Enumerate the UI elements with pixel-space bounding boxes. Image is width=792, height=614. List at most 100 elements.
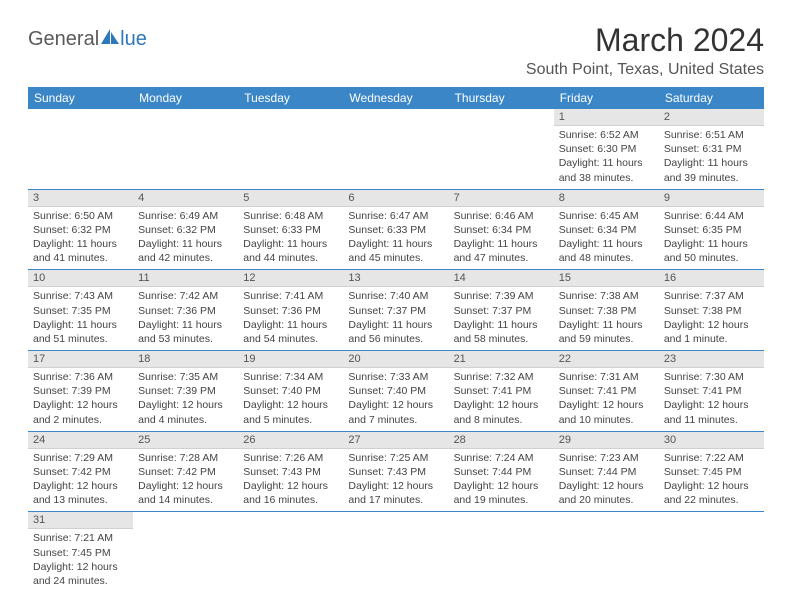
empty-cell [449, 512, 554, 592]
sunset: Sunset: 7:35 PM [33, 304, 128, 318]
day-details: Sunrise: 7:40 AMSunset: 7:37 PMDaylight:… [343, 287, 448, 350]
daylight: Daylight: 11 hours and 53 minutes. [138, 318, 233, 346]
sunrise: Sunrise: 7:22 AM [664, 451, 759, 465]
day-cell: 2Sunrise: 6:51 AMSunset: 6:31 PMDaylight… [659, 109, 764, 189]
sunset: Sunset: 7:44 PM [454, 465, 549, 479]
header: General lue March 2024 South Point, Texa… [28, 22, 764, 79]
day-cell: 3Sunrise: 6:50 AMSunset: 6:32 PMDaylight… [28, 189, 133, 270]
daylight: Daylight: 11 hours and 41 minutes. [33, 237, 128, 265]
daylight: Daylight: 12 hours and 13 minutes. [33, 479, 128, 507]
sunrise: Sunrise: 7:33 AM [348, 370, 443, 384]
day-details: Sunrise: 7:43 AMSunset: 7:35 PMDaylight:… [28, 287, 133, 350]
day-number: 7 [449, 190, 554, 207]
weekday-col: Wednesday [343, 87, 448, 109]
daylight: Daylight: 11 hours and 39 minutes. [664, 156, 759, 184]
day-cell: 12Sunrise: 7:41 AMSunset: 7:36 PMDayligh… [238, 270, 343, 351]
sunset: Sunset: 7:38 PM [664, 304, 759, 318]
sunrise: Sunrise: 6:44 AM [664, 209, 759, 223]
empty-cell [343, 512, 448, 592]
day-cell: 13Sunrise: 7:40 AMSunset: 7:37 PMDayligh… [343, 270, 448, 351]
sunrise: Sunrise: 7:26 AM [243, 451, 338, 465]
day-cell: 25Sunrise: 7:28 AMSunset: 7:42 PMDayligh… [133, 431, 238, 512]
sunset: Sunset: 7:43 PM [348, 465, 443, 479]
logo-text-blue: lue [120, 28, 147, 51]
sunset: Sunset: 6:34 PM [559, 223, 654, 237]
day-number: 3 [28, 190, 133, 207]
sunrise: Sunrise: 7:25 AM [348, 451, 443, 465]
day-details: Sunrise: 7:24 AMSunset: 7:44 PMDaylight:… [449, 449, 554, 512]
daylight: Daylight: 12 hours and 17 minutes. [348, 479, 443, 507]
day-cell: 29Sunrise: 7:23 AMSunset: 7:44 PMDayligh… [554, 431, 659, 512]
daylight: Daylight: 12 hours and 11 minutes. [664, 398, 759, 426]
calendar-body: 1Sunrise: 6:52 AMSunset: 6:30 PMDaylight… [28, 109, 764, 592]
day-number: 23 [659, 351, 764, 368]
day-cell: 9Sunrise: 6:44 AMSunset: 6:35 PMDaylight… [659, 189, 764, 270]
calendar-page: General lue March 2024 South Point, Texa… [0, 0, 792, 614]
day-cell: 28Sunrise: 7:24 AMSunset: 7:44 PMDayligh… [449, 431, 554, 512]
sunrise: Sunrise: 7:34 AM [243, 370, 338, 384]
sunrise: Sunrise: 6:49 AM [138, 209, 233, 223]
daylight: Daylight: 12 hours and 4 minutes. [138, 398, 233, 426]
day-details: Sunrise: 7:33 AMSunset: 7:40 PMDaylight:… [343, 368, 448, 431]
day-details: Sunrise: 7:35 AMSunset: 7:39 PMDaylight:… [133, 368, 238, 431]
sunrise: Sunrise: 7:38 AM [559, 289, 654, 303]
day-details: Sunrise: 6:49 AMSunset: 6:32 PMDaylight:… [133, 207, 238, 270]
empty-cell [554, 512, 659, 592]
day-cell: 5Sunrise: 6:48 AMSunset: 6:33 PMDaylight… [238, 189, 343, 270]
day-details: Sunrise: 7:31 AMSunset: 7:41 PMDaylight:… [554, 368, 659, 431]
sunrise: Sunrise: 7:40 AM [348, 289, 443, 303]
daylight: Daylight: 11 hours and 54 minutes. [243, 318, 338, 346]
daylight: Daylight: 12 hours and 1 minute. [664, 318, 759, 346]
day-number: 29 [554, 432, 659, 449]
sunset: Sunset: 6:33 PM [243, 223, 338, 237]
day-number: 9 [659, 190, 764, 207]
day-number: 24 [28, 432, 133, 449]
weekday-col: Saturday [659, 87, 764, 109]
sunrise: Sunrise: 7:23 AM [559, 451, 654, 465]
day-cell: 11Sunrise: 7:42 AMSunset: 7:36 PMDayligh… [133, 270, 238, 351]
daylight: Daylight: 11 hours and 47 minutes. [454, 237, 549, 265]
sunset: Sunset: 7:41 PM [454, 384, 549, 398]
sunset: Sunset: 6:32 PM [33, 223, 128, 237]
sunrise: Sunrise: 7:21 AM [33, 531, 128, 545]
sunset: Sunset: 7:37 PM [454, 304, 549, 318]
sunset: Sunset: 7:36 PM [138, 304, 233, 318]
day-cell: 17Sunrise: 7:36 AMSunset: 7:39 PMDayligh… [28, 351, 133, 432]
day-cell: 30Sunrise: 7:22 AMSunset: 7:45 PMDayligh… [659, 431, 764, 512]
sunrise: Sunrise: 7:35 AM [138, 370, 233, 384]
day-details: Sunrise: 7:28 AMSunset: 7:42 PMDaylight:… [133, 449, 238, 512]
day-details: Sunrise: 6:44 AMSunset: 6:35 PMDaylight:… [659, 207, 764, 270]
calendar-row: 17Sunrise: 7:36 AMSunset: 7:39 PMDayligh… [28, 351, 764, 432]
month-title: March 2024 [526, 22, 764, 59]
weekday-col: Tuesday [238, 87, 343, 109]
daylight: Daylight: 11 hours and 59 minutes. [559, 318, 654, 346]
calendar-row: 24Sunrise: 7:29 AMSunset: 7:42 PMDayligh… [28, 431, 764, 512]
day-details: Sunrise: 6:47 AMSunset: 6:33 PMDaylight:… [343, 207, 448, 270]
day-cell: 1Sunrise: 6:52 AMSunset: 6:30 PMDaylight… [554, 109, 659, 189]
day-number: 31 [28, 512, 133, 529]
day-cell: 20Sunrise: 7:33 AMSunset: 7:40 PMDayligh… [343, 351, 448, 432]
day-number: 18 [133, 351, 238, 368]
day-details: Sunrise: 7:26 AMSunset: 7:43 PMDaylight:… [238, 449, 343, 512]
calendar-row: 10Sunrise: 7:43 AMSunset: 7:35 PMDayligh… [28, 270, 764, 351]
daylight: Daylight: 11 hours and 48 minutes. [559, 237, 654, 265]
day-number: 19 [238, 351, 343, 368]
daylight: Daylight: 12 hours and 24 minutes. [33, 560, 128, 588]
logo: General lue [28, 28, 147, 51]
calendar-table: Sunday Monday Tuesday Wednesday Thursday… [28, 87, 764, 592]
daylight: Daylight: 12 hours and 22 minutes. [664, 479, 759, 507]
day-cell: 14Sunrise: 7:39 AMSunset: 7:37 PMDayligh… [449, 270, 554, 351]
day-number: 16 [659, 270, 764, 287]
daylight: Daylight: 12 hours and 14 minutes. [138, 479, 233, 507]
sunset: Sunset: 6:31 PM [664, 142, 759, 156]
sunset: Sunset: 6:35 PM [664, 223, 759, 237]
day-details: Sunrise: 7:41 AMSunset: 7:36 PMDaylight:… [238, 287, 343, 350]
empty-cell [28, 109, 133, 189]
daylight: Daylight: 11 hours and 51 minutes. [33, 318, 128, 346]
day-cell: 21Sunrise: 7:32 AMSunset: 7:41 PMDayligh… [449, 351, 554, 432]
day-number: 10 [28, 270, 133, 287]
day-number: 1 [554, 109, 659, 126]
calendar-row: 3Sunrise: 6:50 AMSunset: 6:32 PMDaylight… [28, 189, 764, 270]
sunset: Sunset: 6:30 PM [559, 142, 654, 156]
day-cell: 27Sunrise: 7:25 AMSunset: 7:43 PMDayligh… [343, 431, 448, 512]
